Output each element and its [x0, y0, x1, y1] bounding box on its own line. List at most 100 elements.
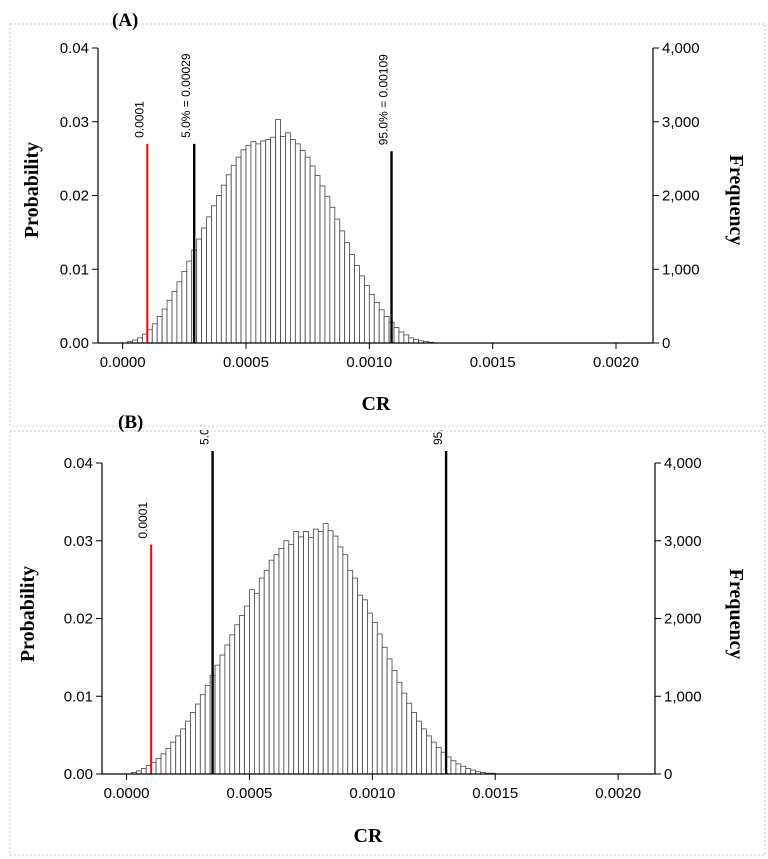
panel-label: (A)	[112, 10, 138, 31]
histogram-bar	[435, 747, 442, 775]
histogram-bar	[357, 594, 363, 775]
histogram-bar	[196, 238, 203, 344]
x-axis-title: CR	[362, 393, 391, 415]
histogram-bar	[140, 768, 147, 775]
histogram-bar	[285, 132, 291, 344]
histogram-bar	[211, 205, 217, 344]
marker-label: 0.0001	[132, 101, 146, 138]
histogram-bar	[161, 308, 168, 344]
histogram-bar	[175, 735, 182, 775]
histogram-bar	[362, 599, 368, 775]
histogram-bar	[354, 265, 360, 344]
axes-group: 0.00 0.01 0.02 0.03 0.04 0 1,000 2,000 3,000 4,00…	[60, 40, 700, 371]
y2-tick-label: 0	[662, 335, 670, 352]
histogram-bar	[344, 242, 350, 344]
histogram-bar	[235, 156, 242, 344]
histogram-bar	[249, 589, 255, 775]
histogram-bar	[298, 536, 304, 775]
histogram-bar	[234, 624, 241, 775]
histogram-bar	[171, 290, 178, 344]
histogram-bar	[190, 712, 196, 775]
histogram-bar	[430, 741, 437, 775]
histogram-bar	[342, 554, 349, 775]
histogram-bar	[411, 712, 417, 775]
bars-group	[131, 523, 496, 775]
histogram-bar	[408, 337, 415, 344]
histogram-bar	[386, 658, 393, 775]
y-axis-title: Probability	[17, 566, 39, 662]
histogram-bar	[416, 720, 422, 775]
x-tick-label: 0.0010	[349, 785, 395, 802]
histogram-bar	[304, 156, 311, 344]
marker-label: 95.0% = 0.00109	[377, 54, 391, 145]
histogram-chart-a: (A) Probability Frequency CR 0.0001 5.0% …	[9, 10, 766, 427]
marker-label: 0.0001	[136, 502, 150, 539]
histogram-bar	[332, 535, 339, 775]
histogram-bar	[229, 634, 236, 775]
x-tick-label: 0.0020	[593, 354, 639, 371]
histogram-bar	[465, 768, 472, 775]
histogram-bar	[289, 139, 296, 344]
histogram-bar	[367, 612, 373, 775]
histogram-bar	[181, 271, 188, 344]
histogram-bar	[381, 646, 388, 775]
x-tick-label: 0.0015	[472, 785, 518, 802]
histogram-bar	[329, 206, 336, 344]
histogram-bar	[339, 230, 346, 344]
histogram-bar	[426, 735, 432, 775]
histogram-bar	[225, 174, 232, 344]
histogram-bar	[406, 702, 413, 775]
histogram-bar	[180, 728, 186, 775]
histogram-bar	[224, 644, 231, 775]
histogram-bar	[220, 184, 227, 344]
bars-group	[127, 119, 434, 344]
histogram-bar	[299, 150, 306, 344]
histogram-bar	[170, 741, 177, 775]
histogram-bar	[373, 302, 380, 344]
histogram-bar	[393, 327, 400, 344]
histogram-bar	[204, 684, 211, 775]
x-tick-label: 0.0020	[595, 785, 641, 802]
histogram-bar	[398, 331, 405, 344]
histogram-bar	[334, 218, 341, 344]
y-tick-label: 0.01	[64, 688, 93, 705]
chart-panel-b: Probability Frequency CR 0.0001 5.0% = 0.…	[0, 430, 768, 859]
panel-b-label-layer: (B)	[118, 412, 143, 433]
marker-label: 5.0% = 0.00035	[198, 430, 212, 445]
histogram-bar	[349, 254, 355, 344]
y-tick-label: 0.03	[60, 114, 89, 131]
histogram-bar	[347, 569, 354, 775]
histogram-chart-b: Probability Frequency CR 0.0001 5.0% = 0.…	[9, 430, 766, 856]
y2-tick-label: 3,000	[662, 114, 700, 131]
histogram-bar	[151, 323, 158, 344]
histogram-bar	[309, 165, 316, 344]
y-tick-label: 0.03	[64, 533, 93, 550]
y2-tick-label: 3,000	[664, 533, 702, 550]
y2-axis-title: Frequency	[725, 569, 747, 660]
y2-tick-label: 0	[664, 766, 672, 783]
histogram-bar	[368, 293, 375, 344]
y2-tick-label: 2,000	[662, 188, 700, 205]
histogram-bar	[275, 119, 281, 344]
histogram-bar	[312, 528, 319, 775]
histogram-bar	[244, 605, 250, 775]
histogram-bar	[176, 281, 183, 344]
histogram-bar	[352, 577, 359, 775]
histogram-bar	[283, 540, 290, 775]
histogram-bar	[324, 195, 331, 344]
histogram-bar	[206, 216, 212, 344]
y-tick-label: 0.02	[64, 611, 93, 628]
y2-axis-title: Frequency	[725, 155, 747, 246]
histogram-bar	[250, 141, 257, 344]
histogram-bar	[214, 664, 221, 775]
histogram-bar	[294, 143, 301, 344]
panel-frame	[9, 23, 766, 427]
histogram-bar	[160, 753, 167, 775]
histogram-bar	[403, 334, 410, 344]
histogram-bar	[239, 614, 245, 775]
y-axis-title: Probability	[21, 142, 43, 238]
histogram-bar	[273, 554, 280, 775]
histogram-bar	[268, 559, 275, 775]
histogram-bar	[185, 720, 191, 775]
histogram-bar	[155, 758, 162, 775]
